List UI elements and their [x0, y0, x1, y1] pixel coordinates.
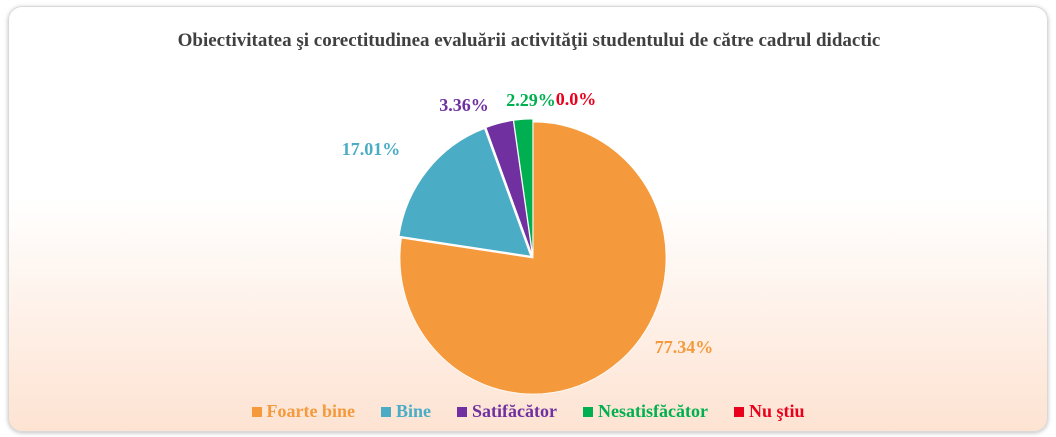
legend-label: Nu ştiu — [748, 401, 805, 421]
legend-item: Bine — [380, 401, 431, 422]
legend-label: Satifăcător — [472, 401, 557, 421]
chart-panel: Obiectivitatea şi corectitudinea evaluăr… — [8, 6, 1048, 432]
data-label: 0.0% — [556, 89, 597, 109]
legend-item: Nu ştiu — [733, 401, 805, 422]
legend-item: Foarte bine — [251, 401, 355, 422]
legend-label: Nesatisfăcător — [597, 401, 708, 421]
legend-item: Satifăcător — [457, 401, 557, 422]
legend-label: Foarte bine — [266, 401, 355, 421]
legend-swatch — [582, 406, 593, 417]
legend-label: Bine — [395, 401, 431, 421]
data-label: 3.36% — [439, 95, 489, 115]
chart-title: Obiectivitatea şi corectitudinea evaluăr… — [177, 30, 881, 51]
legend-swatch — [457, 406, 467, 417]
data-label: 2.29% — [506, 90, 556, 110]
legend-swatch — [251, 406, 262, 417]
chart: 77.34% 17.01% 3.36% 2.29% 0.0% — [342, 89, 714, 395]
legend-swatch — [380, 406, 391, 417]
legend-item: Nesatisfăcător — [582, 401, 708, 422]
data-label: 77.34% — [655, 337, 714, 357]
pie-slice — [485, 120, 533, 256]
legend: Foarte bine Bine Satifăcător Nesatisfăcător… — [9, 401, 1047, 422]
legend-swatch — [733, 406, 744, 417]
pie-slice — [399, 121, 667, 395]
pie-slice — [398, 128, 532, 257]
data-label: 17.01% — [342, 139, 401, 159]
